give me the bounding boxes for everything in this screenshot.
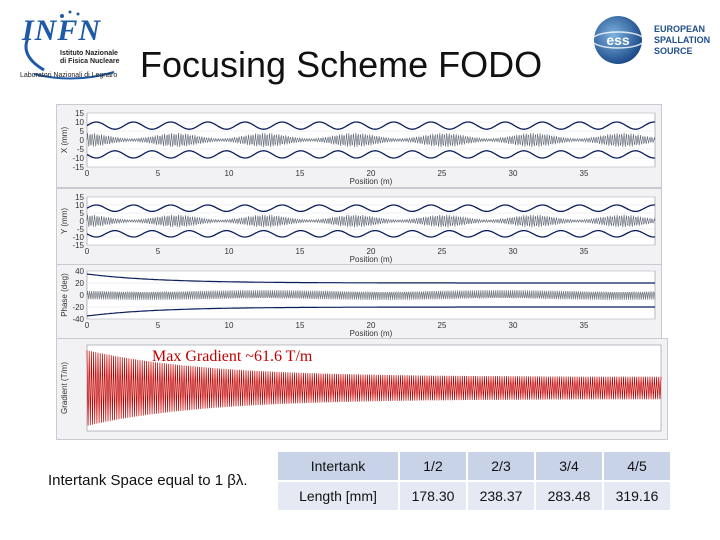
y-tick-label: 20 bbox=[75, 279, 84, 288]
table-cell: 238.37 bbox=[466, 480, 535, 510]
gradient-series bbox=[86, 350, 662, 426]
y-axis-label: Gradient (T/m) bbox=[60, 362, 69, 414]
x-tick-label: 5 bbox=[156, 247, 161, 256]
ess-line-1: EUROPEAN bbox=[654, 24, 706, 34]
x-tick-label: 10 bbox=[225, 247, 234, 256]
ess-logo: ess bbox=[586, 10, 714, 70]
x-tick-label: 0 bbox=[85, 321, 90, 330]
x-tick-label: 25 bbox=[438, 247, 447, 256]
phase-lower-series bbox=[86, 306, 655, 317]
y-tick-label: -15 bbox=[72, 241, 84, 250]
envelope-lower-series bbox=[86, 150, 656, 159]
y-tick-label: 10 bbox=[75, 201, 84, 210]
x-tick-label: 30 bbox=[509, 169, 518, 178]
x-tick-label: 35 bbox=[580, 247, 589, 256]
x-axis-label: Position (m) bbox=[350, 255, 393, 264]
phase-upper-series bbox=[86, 273, 655, 284]
envelope-lower-series bbox=[86, 229, 656, 238]
x-tick-label: 5 bbox=[156, 321, 161, 330]
x-tick-label: 0 bbox=[85, 247, 90, 256]
y-tick-label: -10 bbox=[72, 233, 84, 242]
y-axis-label: Phase (deg) bbox=[60, 273, 69, 317]
x-tick-label: 20 bbox=[367, 247, 376, 256]
x-tick-label: 10 bbox=[225, 321, 234, 330]
x-envelope-plot: 15 10 5 0 -5 -10 -15 0 5 10 15 20 25 30 35 Position (m)… bbox=[56, 104, 662, 188]
infn-logo bbox=[14, 8, 124, 86]
envelope-upper-series bbox=[86, 121, 656, 130]
x-tick-label: 15 bbox=[296, 169, 305, 178]
x-tick-label: 35 bbox=[580, 321, 589, 330]
x-tick-label: 30 bbox=[509, 247, 518, 256]
x-tick-label: 15 bbox=[296, 321, 305, 330]
y-axis-label: X (mm) bbox=[60, 127, 69, 154]
gradient-plot: Gradient (T/m) bbox=[56, 338, 668, 440]
table-cell: 1/2 bbox=[398, 452, 467, 481]
y-tick-label: 0 bbox=[80, 291, 85, 300]
y-envelope-plot: 15 10 5 0 -5 -10 -15 0 5 10 15 20 25 30 35 Position (m)… bbox=[56, 188, 662, 266]
x-tick-label: 20 bbox=[367, 321, 376, 330]
x-tick-label: 15 bbox=[296, 247, 305, 256]
x-tick-label: 35 bbox=[580, 169, 589, 178]
x-tick-label: 0 bbox=[85, 169, 90, 178]
y-tick-label: -20 bbox=[72, 303, 84, 312]
beam-core-series bbox=[86, 132, 656, 148]
y-tick-label: -40 bbox=[72, 315, 84, 324]
slide-title: Focusing Scheme FODO bbox=[140, 44, 543, 85]
infn-logo-word: INFN bbox=[22, 14, 102, 47]
phase-plot: 40 20 0 -20 -40 0 5 10 15 20 25 30 35 Position (m) Pha… bbox=[56, 264, 662, 340]
y-tick-label: 10 bbox=[75, 118, 84, 127]
table-cell: 283.48 bbox=[534, 480, 603, 510]
table-cell: 3/4 bbox=[534, 452, 603, 481]
intertank-table: Intertank 1/2 2/3 3/4 4/5 Length [mm] 17… bbox=[278, 452, 670, 510]
table-cell: 4/5 bbox=[602, 452, 670, 481]
y-tick-label: 15 bbox=[75, 193, 84, 202]
table-cell: Length [mm] bbox=[278, 480, 399, 510]
y-tick-label: -15 bbox=[72, 163, 84, 172]
x-tick-label: 25 bbox=[438, 169, 447, 178]
table-row: Length [mm] 178.30 238.37 283.48 319.16 bbox=[278, 480, 670, 510]
x-tick-label: 5 bbox=[156, 169, 161, 178]
y-tick-label: 5 bbox=[80, 127, 85, 136]
intertank-note: Intertank Space equal to 1 βλ. bbox=[48, 472, 248, 489]
max-gradient-label: Max Gradient ~61.6 T/m bbox=[152, 348, 313, 365]
y-tick-label: -5 bbox=[77, 145, 85, 154]
ess-line-2: SPALLATION bbox=[654, 35, 711, 45]
ess-logo-text: EUROPEAN SPALLATION SOURCE bbox=[654, 24, 710, 57]
y-tick-label: 0 bbox=[80, 217, 85, 226]
x-axis-label: Position (m) bbox=[350, 177, 393, 186]
table-cell: 2/3 bbox=[466, 452, 535, 481]
y-axis-label: Y (mm) bbox=[60, 208, 69, 234]
table-cell: Intertank bbox=[278, 452, 399, 481]
table-cell: 178.30 bbox=[398, 480, 467, 510]
y-tick-label: 15 bbox=[75, 109, 84, 118]
beam-core-series bbox=[86, 214, 656, 228]
ess-line-3: SOURCE bbox=[654, 46, 693, 56]
infn-swoosh-icon bbox=[24, 10, 115, 80]
x-tick-label: 30 bbox=[509, 321, 518, 330]
y-tick-label: -10 bbox=[72, 154, 84, 163]
ess-globe-icon: ess bbox=[591, 16, 645, 64]
y-tick-label: -5 bbox=[77, 225, 85, 234]
phase-core-series bbox=[86, 290, 656, 300]
y-tick-label: 5 bbox=[80, 209, 85, 218]
table-cell: 319.16 bbox=[602, 480, 670, 510]
x-tick-label: 10 bbox=[225, 169, 234, 178]
y-tick-label: 40 bbox=[75, 267, 84, 276]
y-tick-label: 0 bbox=[80, 136, 85, 145]
x-tick-label: 20 bbox=[367, 169, 376, 178]
ess-badge-text: ess bbox=[606, 32, 630, 48]
x-axis-label: Position (m) bbox=[350, 329, 393, 338]
infn-logo-lab: Laboratori Nazionali di Legnaro bbox=[20, 72, 118, 79]
table-row: Intertank 1/2 2/3 3/4 4/5 bbox=[278, 452, 670, 481]
gradient-svg: Gradient (T/m) bbox=[60, 344, 662, 432]
infn-logo-subtitle: Istituto Nazionale di Fisica Nucleare bbox=[60, 50, 120, 65]
x-tick-label: 25 bbox=[438, 321, 447, 330]
envelope-upper-series bbox=[86, 204, 656, 213]
